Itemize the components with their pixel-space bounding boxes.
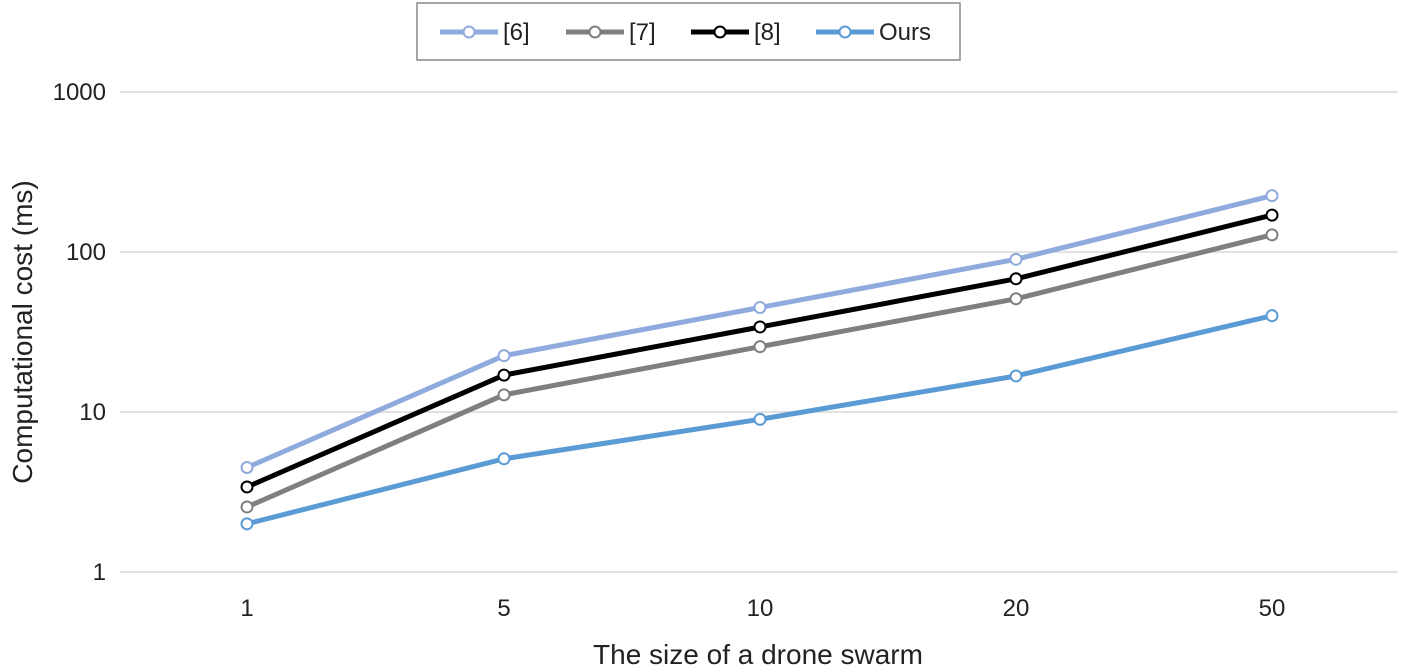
series-line-7 — [244, 232, 1275, 510]
y-tick-label-1000: 1000 — [53, 79, 106, 106]
legend-label-ours: Ours — [879, 19, 931, 46]
point-8-1 — [240, 480, 254, 494]
point-7-5 — [497, 388, 511, 402]
legend-label-8: [8] — [754, 19, 781, 46]
legend-label-6: [6] — [503, 19, 530, 46]
point-ours-50 — [1265, 309, 1279, 323]
legend-label-7: [7] — [629, 19, 656, 46]
legend-marker-7 — [588, 25, 602, 39]
point-6-20 — [1009, 252, 1023, 266]
point-ours-20 — [1009, 369, 1023, 383]
gridlines — [120, 91, 1398, 573]
y-axis-title: Computational cost (ms) — [7, 180, 38, 483]
x-tick-label-5: 5 — [497, 595, 510, 622]
point-6-10 — [753, 300, 767, 314]
x-tick-label-20: 20 — [1003, 595, 1030, 622]
legend-marker-6 — [462, 25, 476, 39]
point-8-10 — [753, 320, 767, 334]
series-group — [240, 189, 1279, 531]
point-8-20 — [1009, 272, 1023, 286]
legend-entry-6: [6] — [440, 19, 530, 46]
series-ours — [240, 309, 1279, 531]
series-6 — [240, 189, 1279, 474]
legend-marker-ours — [838, 25, 852, 39]
point-8-50 — [1265, 208, 1279, 222]
legend-entry-ours: Ours — [816, 19, 931, 46]
legend-marker-8 — [713, 25, 727, 39]
point-8-5 — [497, 368, 511, 382]
series-7 — [240, 228, 1279, 514]
point-6-1 — [240, 460, 254, 474]
x-tick-label-50: 50 — [1259, 595, 1286, 622]
series-8 — [240, 208, 1279, 494]
legend-entry-8: [8] — [691, 19, 781, 46]
legend-entry-7: [7] — [566, 19, 656, 46]
y-axis-ticks: 1 10 100 1000 — [53, 79, 106, 586]
point-7-20 — [1009, 292, 1023, 306]
point-7-50 — [1265, 228, 1279, 242]
point-6-5 — [497, 349, 511, 363]
x-tick-label-1: 1 — [240, 595, 253, 622]
y-tick-label-10: 10 — [79, 399, 106, 426]
y-tick-label-100: 100 — [66, 239, 106, 266]
point-ours-5 — [497, 452, 511, 466]
x-tick-label-10: 10 — [747, 595, 774, 622]
point-ours-1 — [240, 517, 254, 531]
y-tick-label-1: 1 — [93, 559, 106, 586]
point-6-50 — [1265, 189, 1279, 203]
point-7-1 — [240, 500, 254, 514]
x-axis-ticks: 1 5 10 20 50 — [240, 595, 1285, 622]
x-axis-title: The size of a drone swarm — [593, 639, 923, 670]
legend: [6] [7] [8] Ours — [416, 2, 961, 61]
point-ours-10 — [753, 412, 767, 426]
point-7-10 — [753, 340, 767, 354]
